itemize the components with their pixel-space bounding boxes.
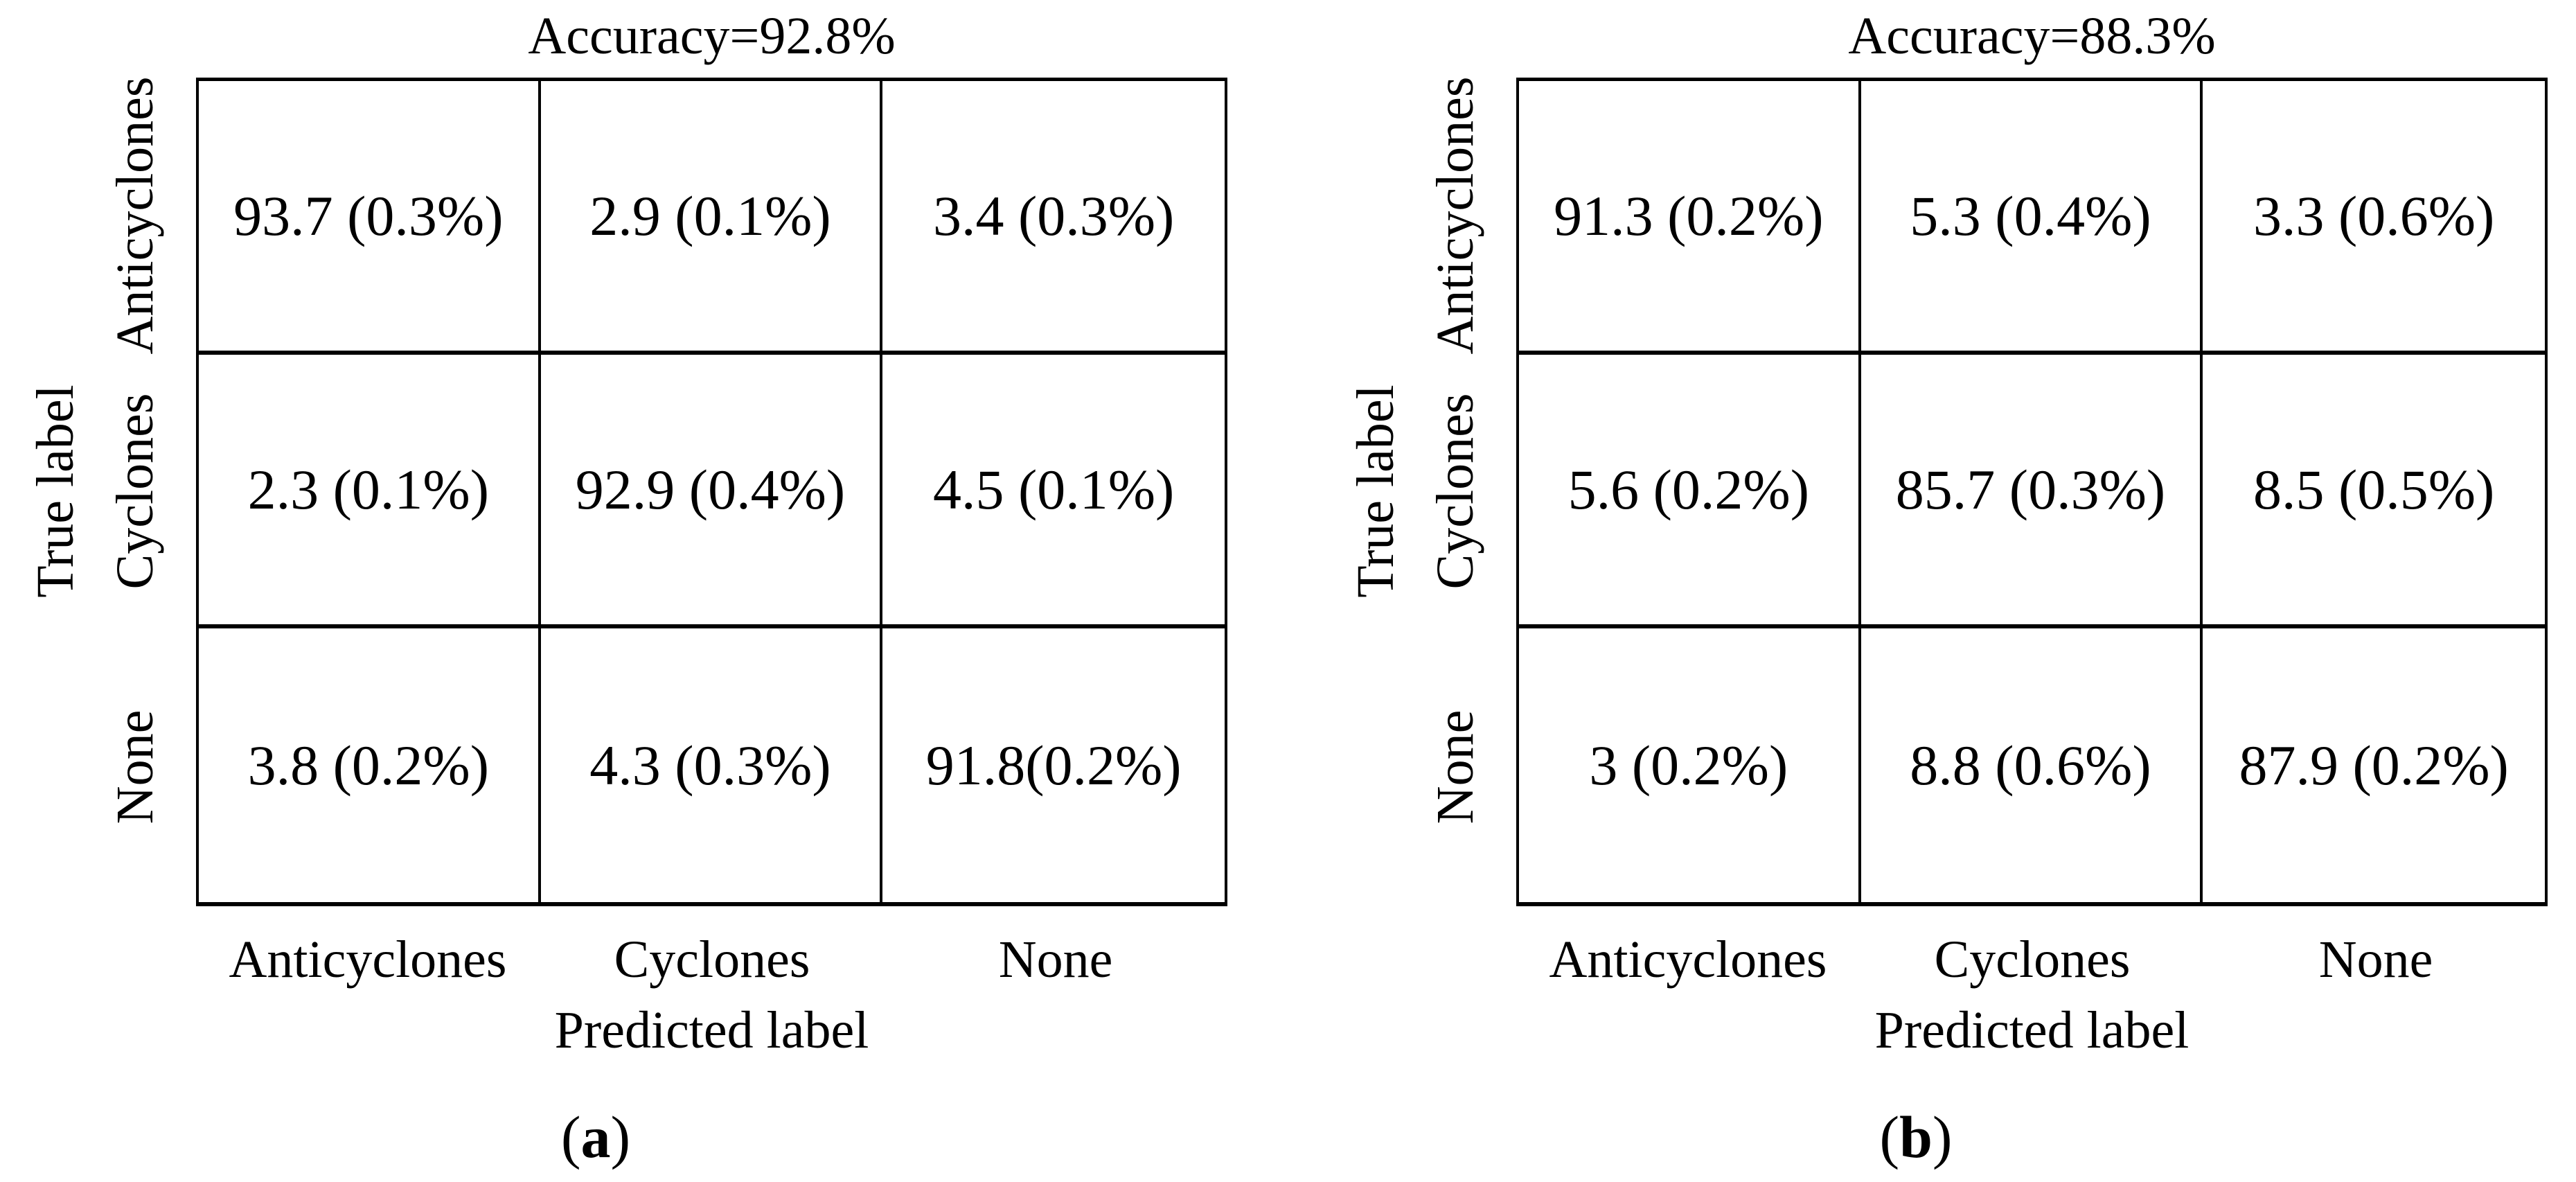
caption-paren-close: ) xyxy=(1932,1104,1953,1170)
matrix-cell: 91.8(0.2%) xyxy=(925,733,1182,797)
panel-b: Accuracy=88.3% True label Anticyclones C… xyxy=(1320,0,2576,1182)
matrix-cell: 87.9 (0.2%) xyxy=(2239,733,2509,797)
panel-b-x-tick-label: Cyclones xyxy=(1934,930,2131,989)
matrix-cell: 2.3 (0.1%) xyxy=(199,355,541,628)
panel-a-y-tick-label: None xyxy=(106,709,164,824)
panel-b-x-tick-label: None xyxy=(2318,930,2433,989)
matrix-cell: 8.8 (0.6%) xyxy=(1861,628,2203,902)
panel-a-title: Accuracy=92.8% xyxy=(528,7,896,65)
panel-b-x-tick-label: Anticyclones xyxy=(1549,930,1827,989)
matrix-cell: 4.5 (0.1%) xyxy=(882,355,1225,628)
matrix-cell: 2.9 (0.1%) xyxy=(540,81,883,355)
caption-letter: a xyxy=(580,1104,611,1170)
panel-a-confusion-matrix-grid: 93.7 (0.3%) 2.9 (0.1%) 3.4 (0.3%) 2.3 (0… xyxy=(196,78,1227,906)
panel-b-y-axis-title: True label xyxy=(1347,385,1405,598)
panel-b-confusion-matrix-grid: 91.3 (0.2%) 5.3 (0.4%) 3.3 (0.6%) 5.6 (0… xyxy=(1516,78,2548,906)
caption-paren-close: ) xyxy=(610,1104,631,1170)
matrix-cell: 5.6 (0.2%) xyxy=(1519,355,1861,628)
panel-a-x-tick-label: Anticyclones xyxy=(229,930,507,989)
panel-b-x-axis-title: Predicted label xyxy=(1874,1001,2189,1059)
matrix-cell: 93.7 (0.3%) xyxy=(199,81,541,355)
matrix-cell: 92.9 (0.4%) xyxy=(540,355,883,628)
matrix-cell: 3.8 (0.2%) xyxy=(199,628,541,902)
panel-a-x-axis-title: Predicted label xyxy=(554,1001,869,1059)
matrix-cell: 3 (0.2%) xyxy=(1519,628,1861,902)
matrix-cell: 5.3 (0.4%) xyxy=(1860,81,2203,355)
caption-paren-open: ( xyxy=(1879,1104,1900,1170)
matrix-cell: 8.5 (0.5%) xyxy=(2203,355,2545,628)
caption-letter: b xyxy=(1899,1104,1933,1170)
panel-a-y-axis-title: True label xyxy=(26,385,85,598)
caption-paren-open: ( xyxy=(560,1104,581,1170)
panel-a-caption: (a) xyxy=(388,1104,803,1170)
matrix-cell: 4.3 (0.3%) xyxy=(541,628,883,902)
panel-b-caption: (b) xyxy=(1708,1104,2124,1170)
panel-a-x-tick-label: None xyxy=(998,930,1113,989)
panel-a: Accuracy=92.8% True label Anticyclones C… xyxy=(0,0,1256,1182)
panel-b-title: Accuracy=88.3% xyxy=(1848,7,2216,65)
matrix-cell: 3.3 (0.6%) xyxy=(2203,81,2545,355)
panel-a-x-tick-label: Cyclones xyxy=(614,930,810,989)
matrix-cell: 91.3 (0.2%) xyxy=(1519,81,1861,355)
panel-b-y-tick-label: None xyxy=(1426,709,1484,824)
matrix-cell: 85.7 (0.3%) xyxy=(1860,355,2203,628)
matrix-cell: 3.4 (0.3%) xyxy=(882,81,1225,355)
